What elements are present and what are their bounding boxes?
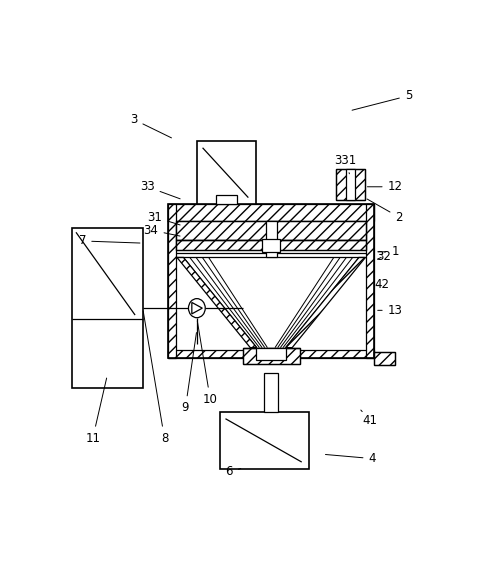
Text: 34: 34 <box>144 224 180 236</box>
Bar <box>262 239 280 252</box>
Text: 32: 32 <box>376 249 391 262</box>
Bar <box>243 347 300 364</box>
Bar <box>266 221 277 257</box>
Circle shape <box>188 298 205 318</box>
Bar <box>264 373 278 412</box>
Bar <box>220 412 309 468</box>
Bar <box>336 169 365 200</box>
Polygon shape <box>286 257 366 347</box>
Text: 41: 41 <box>361 410 378 427</box>
Bar <box>256 347 286 360</box>
Text: 6: 6 <box>225 465 241 478</box>
Polygon shape <box>168 204 176 358</box>
Polygon shape <box>177 257 257 347</box>
Text: 3: 3 <box>130 113 172 138</box>
Polygon shape <box>176 240 366 249</box>
Bar <box>216 195 237 204</box>
Bar <box>345 169 355 200</box>
Text: 5: 5 <box>352 90 412 110</box>
Text: 10: 10 <box>197 321 217 406</box>
Text: 4: 4 <box>326 452 376 465</box>
Polygon shape <box>168 204 374 221</box>
Bar <box>176 240 366 249</box>
Text: 8: 8 <box>143 311 168 445</box>
Polygon shape <box>366 204 374 358</box>
Bar <box>168 204 374 358</box>
Text: 11: 11 <box>85 378 107 445</box>
Bar <box>374 351 395 364</box>
Text: 9: 9 <box>182 333 196 414</box>
Bar <box>197 141 256 204</box>
Text: 7: 7 <box>79 234 140 248</box>
Polygon shape <box>243 347 300 364</box>
Polygon shape <box>176 221 366 240</box>
Text: 31: 31 <box>148 211 180 225</box>
Polygon shape <box>168 350 374 358</box>
Text: 1: 1 <box>378 245 399 258</box>
Text: 2: 2 <box>367 199 402 224</box>
Bar <box>176 221 366 240</box>
Text: 33: 33 <box>140 180 180 199</box>
Text: 331: 331 <box>335 154 357 174</box>
Text: 12: 12 <box>368 180 402 193</box>
Text: 42: 42 <box>374 278 389 291</box>
Polygon shape <box>374 351 395 364</box>
Bar <box>72 228 143 388</box>
Polygon shape <box>336 169 365 200</box>
Text: 13: 13 <box>378 304 402 317</box>
